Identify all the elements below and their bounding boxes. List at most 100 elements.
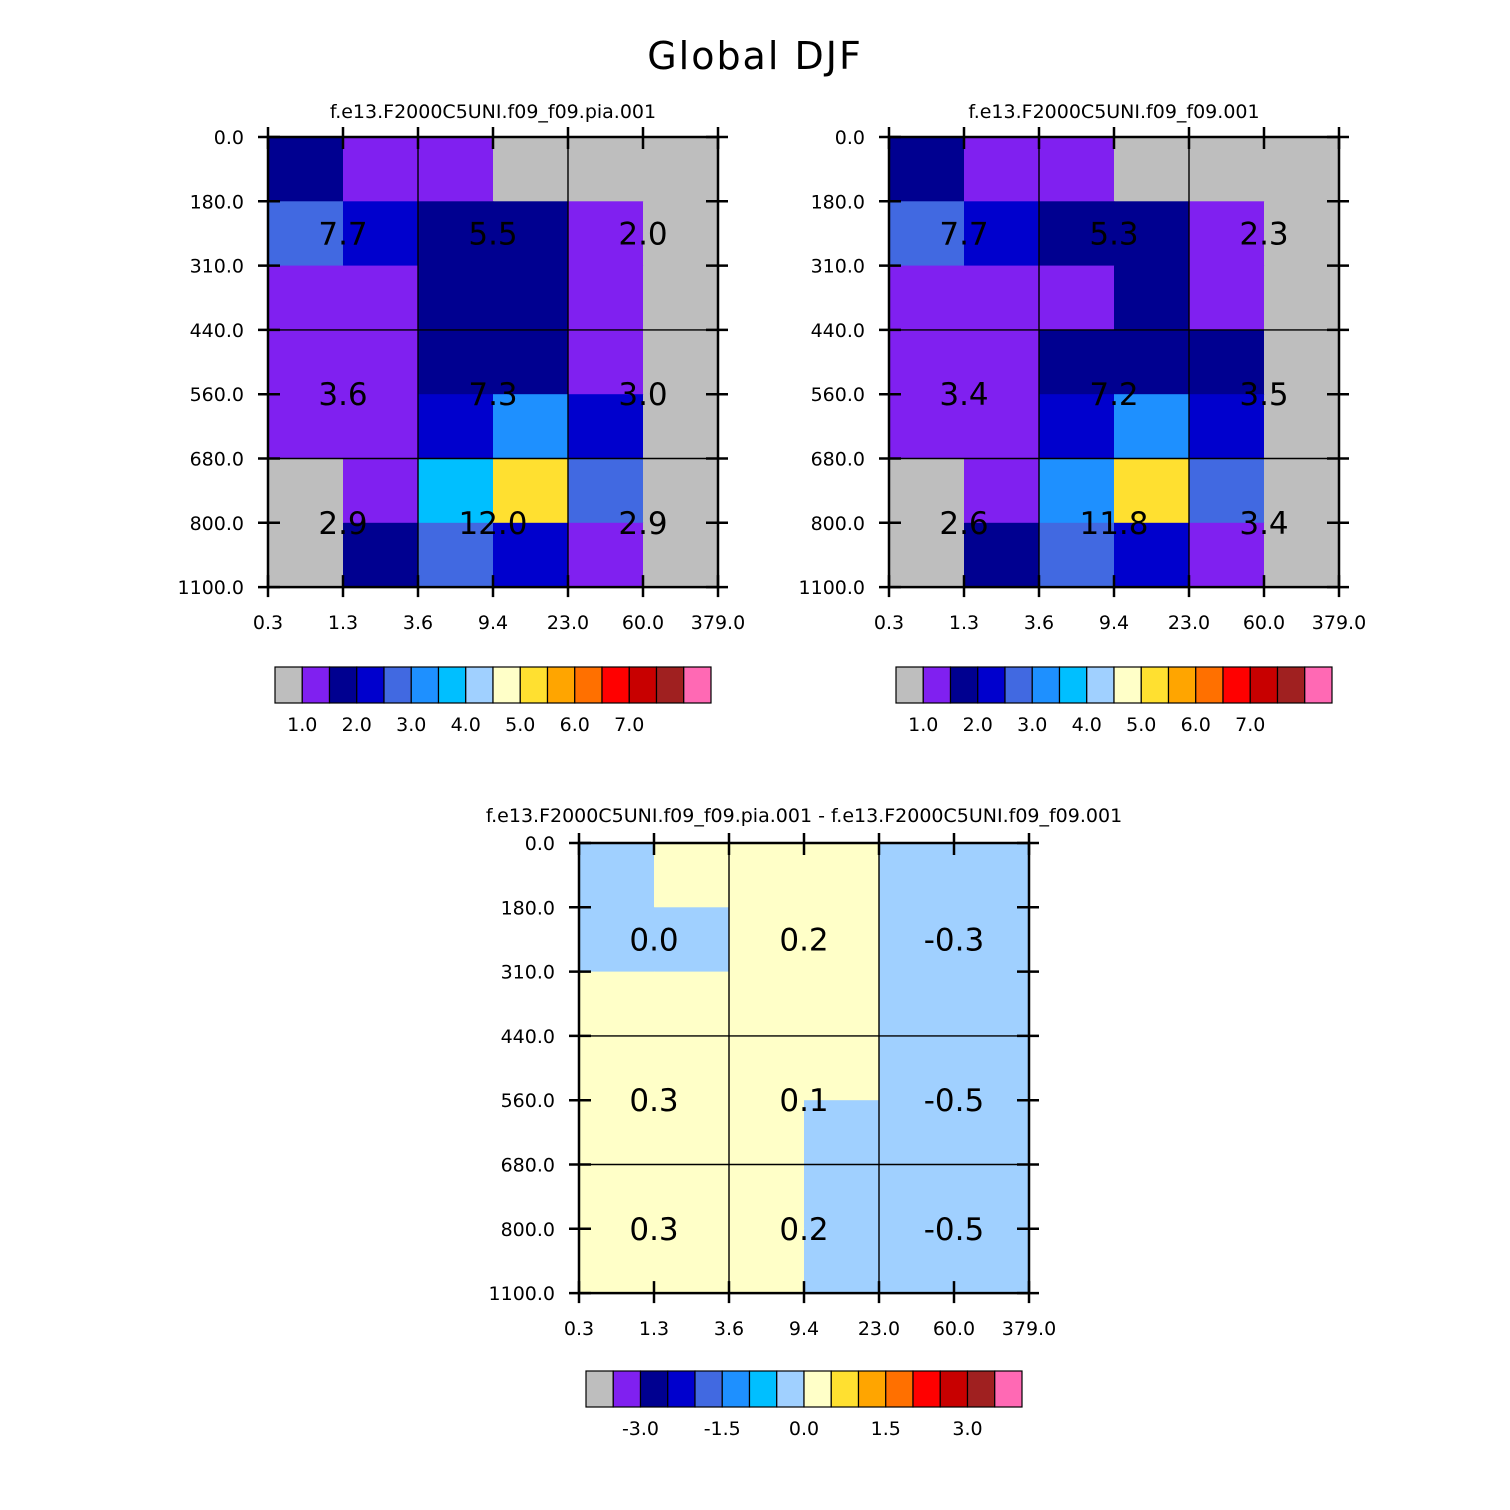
colorbar-swatch xyxy=(922,666,952,704)
y-tick-label: 560.0 xyxy=(811,384,865,406)
colorbar-swatch xyxy=(694,1370,723,1408)
heatmap-cell xyxy=(879,907,955,973)
heatmap-cell xyxy=(729,1035,805,1101)
heatmap-cell xyxy=(568,329,644,395)
y-tick-label: 0.0 xyxy=(525,833,555,855)
heatmap-cell xyxy=(579,1228,655,1294)
colorbar-swatch xyxy=(383,666,412,704)
colorbar-swatch xyxy=(655,666,685,704)
heatmap-cell xyxy=(343,394,419,460)
x-tick-label: 9.4 xyxy=(1099,612,1129,634)
box-value-label: 0.3 xyxy=(629,1083,678,1119)
x-tick-label: 379.0 xyxy=(1002,1318,1056,1340)
y-tick-label: 0.0 xyxy=(214,127,244,149)
colorbar-label: 2.0 xyxy=(963,714,993,736)
heatmap-cell xyxy=(964,265,1040,331)
heatmap-cell xyxy=(1189,458,1265,524)
heatmap-cell xyxy=(579,843,655,908)
heatmap-cell xyxy=(493,394,569,460)
box-value-label: -0.3 xyxy=(924,922,985,958)
heatmap-cell xyxy=(1039,522,1115,588)
y-tick-label: 180.0 xyxy=(190,191,244,213)
heatmap-cell xyxy=(954,971,1030,1037)
heatmap-cell xyxy=(964,201,1040,267)
colorbar-swatch xyxy=(328,666,358,704)
heatmap-cell xyxy=(268,201,344,267)
heatmap-cell xyxy=(493,201,569,267)
heatmap-cell xyxy=(643,394,719,460)
y-tick-label: 440.0 xyxy=(811,320,865,342)
box-value-label: 2.9 xyxy=(618,506,667,542)
colorbar-swatch xyxy=(830,1370,860,1408)
x-tick-label: 1.3 xyxy=(328,612,358,634)
x-tick-label: 0.3 xyxy=(564,1318,594,1340)
colorbar-label: 2.0 xyxy=(342,714,372,736)
heatmap-cell xyxy=(418,201,494,267)
box-value-label: 2.9 xyxy=(318,506,367,542)
colorbar-swatch xyxy=(1113,666,1142,704)
colorbar-swatch xyxy=(585,1370,614,1408)
heatmap-cell xyxy=(643,458,719,524)
heatmap-cell xyxy=(889,329,965,395)
colorbar-label: 3.0 xyxy=(952,1418,982,1440)
heatmap-cell xyxy=(1114,137,1190,202)
heatmap-cell xyxy=(1114,201,1190,267)
heatmap-cell xyxy=(568,394,644,460)
colorbar-label: 5.0 xyxy=(1126,714,1156,736)
y-tick-label: 800.0 xyxy=(501,1219,555,1241)
heatmap-cell xyxy=(1264,394,1340,460)
page-title: Global DJF xyxy=(647,34,863,78)
heatmap-cell xyxy=(1264,522,1340,588)
colorbar-swatch xyxy=(437,666,467,704)
y-tick-label: 800.0 xyxy=(811,513,865,535)
heatmap-cell xyxy=(343,458,419,524)
colorbar-swatch xyxy=(857,1370,887,1408)
heatmap-cell xyxy=(1264,137,1340,202)
colorbar-swatch xyxy=(356,666,385,704)
y-tick-label: 1100.0 xyxy=(799,577,865,599)
colorbar-swatch xyxy=(1167,666,1197,704)
box-value-label: 3.4 xyxy=(939,377,988,413)
y-tick-label: 680.0 xyxy=(811,449,865,471)
heatmap-cell xyxy=(418,265,494,331)
colorbar-swatch xyxy=(939,1370,969,1408)
heatmap-cell xyxy=(493,458,569,524)
colorbar-label: -1.5 xyxy=(704,1418,741,1440)
y-tick-label: 560.0 xyxy=(501,1090,555,1112)
heatmap-cell xyxy=(889,394,965,460)
heatmap-cell xyxy=(568,201,644,267)
heatmap-cell xyxy=(954,1228,1030,1294)
heatmap-cell xyxy=(643,137,719,202)
heatmap-cell xyxy=(879,971,955,1037)
heatmap-cell xyxy=(343,265,419,331)
heatmap-cell xyxy=(954,1164,1030,1230)
y-tick-label: 800.0 xyxy=(190,513,244,535)
heatmap-cell xyxy=(729,907,805,973)
heatmap-cell xyxy=(1114,522,1190,588)
colorbar-label: 3.0 xyxy=(396,714,426,736)
box-value-label: 2.6 xyxy=(939,506,988,542)
heatmap-cell xyxy=(729,971,805,1037)
heatmap-cell xyxy=(579,1164,655,1230)
colorbar-swatch xyxy=(1304,666,1333,704)
colorbar-label: 7.0 xyxy=(614,714,644,736)
heatmap-cell xyxy=(1264,458,1340,524)
colorbar-swatch xyxy=(612,1370,642,1408)
colorbar-label: 1.0 xyxy=(287,714,317,736)
heatmap-cell xyxy=(954,907,1030,973)
box-value-label: 0.3 xyxy=(629,1212,678,1248)
heatmap-cell xyxy=(418,394,494,460)
heatmap-cell xyxy=(643,201,719,267)
box-value-label: 3.6 xyxy=(318,377,367,413)
colorbar-swatch xyxy=(301,666,331,704)
box-value-label: 2.3 xyxy=(1239,216,1288,252)
y-tick-label: 0.0 xyxy=(835,127,865,149)
heatmap-cell xyxy=(418,522,494,588)
heatmap-cell xyxy=(1039,394,1115,460)
box-value-label: 11.8 xyxy=(1079,506,1148,542)
heatmap-cell xyxy=(268,137,344,202)
panel-title: f.e13.F2000C5UNI.f09_f09.001 xyxy=(968,101,1259,123)
colorbar-label: 3.0 xyxy=(1017,714,1047,736)
heatmap-cell xyxy=(1189,394,1265,460)
box-value-label: 7.7 xyxy=(939,216,988,252)
